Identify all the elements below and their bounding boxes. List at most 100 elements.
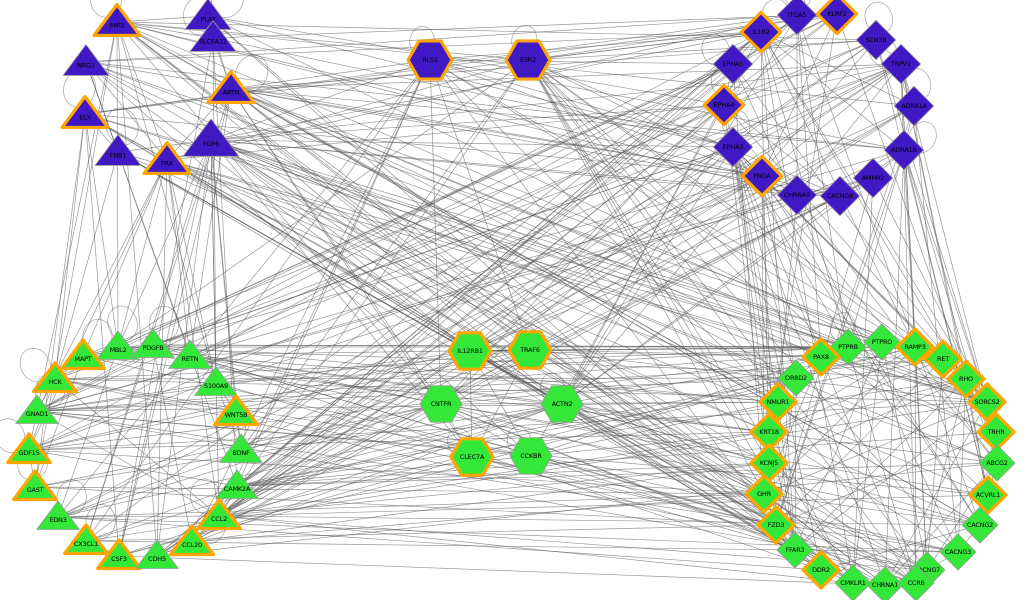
network-node[interactable]: WNT5B — [213, 394, 259, 427]
network-node[interactable]: EPHA4 — [702, 83, 746, 127]
node-shape-diamond[interactable] — [702, 83, 746, 127]
network-node[interactable]: TRPV1 — [880, 43, 922, 85]
network-node[interactable]: ELX — [60, 95, 110, 130]
node-shape-hexagon[interactable] — [509, 437, 553, 475]
network-node[interactable]: CSF3 — [96, 538, 142, 571]
network-node[interactable]: FFAR3 — [776, 531, 814, 569]
node-shape-diamond[interactable] — [895, 327, 935, 367]
node-shape-hexagon[interactable] — [507, 330, 553, 370]
network-node[interactable]: GDF15 — [6, 432, 52, 465]
network-node[interactable]: OR8D2 — [777, 359, 815, 397]
network-node[interactable]: RLS1 — [406, 39, 454, 81]
node-shape-triangle[interactable] — [36, 500, 80, 530]
network-node[interactable]: MBL2 — [96, 330, 140, 360]
node-shape-diamond[interactable] — [961, 506, 999, 544]
network-node[interactable]: AMHR2 — [852, 157, 894, 199]
node-layer[interactable]: MIP2 PLAT SLC6A12 NRG1 ARTN ELX FGF6 FNB1 PRX RLS… — [6, 0, 1016, 600]
node-shape-diamond[interactable] — [855, 19, 897, 61]
node-shape-diamond[interactable] — [744, 474, 784, 514]
network-node[interactable]: CHRNA5 — [776, 174, 818, 216]
network-node[interactable]: CX3CL1 — [63, 523, 109, 556]
node-shape-hexagon[interactable] — [540, 385, 584, 423]
node-shape-diamond[interactable] — [815, 0, 859, 36]
node-shape-triangle[interactable] — [62, 44, 110, 76]
node-shape-diamond[interactable] — [829, 328, 867, 366]
node-shape-diamond[interactable] — [712, 43, 754, 85]
network-node[interactable]: EPHA3 — [712, 126, 754, 168]
network-node[interactable]: CDH5 — [135, 539, 179, 569]
node-shape-triangle[interactable] — [92, 3, 142, 38]
network-node[interactable]: CACNG8 — [819, 175, 861, 217]
node-shape-diamond[interactable] — [739, 10, 783, 54]
node-shape-diamond[interactable] — [852, 157, 894, 199]
node-shape-diamond[interactable] — [776, 531, 814, 569]
node-shape-triangle[interactable] — [206, 70, 256, 105]
network-node[interactable]: GAST — [12, 469, 58, 502]
network-node[interactable]: ADRA1B — [883, 129, 925, 171]
network-node[interactable]: SLC6A12 — [189, 20, 237, 52]
network-node[interactable]: PAX8 — [801, 337, 841, 377]
network-node[interactable]: PTPRB — [829, 328, 867, 366]
network-node[interactable]: HCK — [32, 361, 78, 394]
network-node[interactable]: MIP2 — [92, 3, 142, 38]
network-node[interactable]: PTPRO — [863, 323, 901, 361]
network-node[interactable]: S100A9 — [194, 366, 238, 396]
node-shape-diamond[interactable] — [897, 564, 935, 600]
node-shape-triangle[interactable] — [182, 118, 240, 157]
network-node[interactable]: MAPT — [60, 338, 106, 371]
node-shape-triangle[interactable] — [6, 432, 52, 465]
network-node[interactable]: ABCG2 — [978, 444, 1016, 482]
node-shape-triangle[interactable] — [196, 498, 242, 531]
node-shape-triangle[interactable] — [135, 539, 179, 569]
node-shape-triangle[interactable] — [194, 366, 238, 396]
network-node[interactable]: CACNG2 — [961, 506, 999, 544]
node-shape-diamond[interactable] — [801, 337, 841, 377]
node-shape-diamond[interactable] — [758, 382, 798, 422]
node-shape-diamond[interactable] — [776, 0, 818, 36]
node-shape-diamond[interactable] — [834, 564, 872, 600]
network-node[interactable]: FGF6 — [182, 118, 240, 157]
network-node[interactable]: KLRF2 — [815, 0, 859, 36]
network-node[interactable]: CCR6 — [897, 564, 935, 600]
network-node[interactable]: NMUR1 — [758, 382, 798, 422]
node-shape-diamond[interactable] — [893, 85, 935, 127]
node-shape-triangle[interactable] — [142, 141, 192, 176]
node-shape-triangle[interactable] — [189, 20, 237, 52]
network-node[interactable]: EPHA5 — [712, 43, 754, 85]
node-shape-diamond[interactable] — [801, 550, 841, 590]
node-shape-diamond[interactable] — [946, 359, 986, 399]
network-node[interactable]: ACVRL1 — [968, 475, 1008, 515]
node-shape-hexagon[interactable] — [406, 39, 454, 81]
network-node[interactable]: CCL20 — [169, 524, 215, 557]
network-node[interactable]: CAMK2A — [215, 469, 259, 499]
node-shape-triangle[interactable] — [32, 361, 78, 394]
network-node[interactable]: SCN3B — [855, 19, 897, 61]
node-shape-triangle[interactable] — [96, 330, 140, 360]
node-shape-triangle[interactable] — [15, 394, 59, 424]
node-shape-diamond[interactable] — [819, 175, 861, 217]
network-node[interactable]: RHO — [946, 359, 986, 399]
node-shape-triangle[interactable] — [213, 394, 259, 427]
node-shape-diamond[interactable] — [712, 126, 754, 168]
node-shape-diamond[interactable] — [863, 323, 901, 361]
network-node[interactable]: FNB1 — [94, 134, 142, 166]
node-shape-diamond[interactable] — [776, 174, 818, 216]
node-shape-triangle[interactable] — [215, 469, 259, 499]
node-shape-triangle[interactable] — [96, 538, 142, 571]
network-node[interactable]: CHRNA1 — [866, 566, 904, 600]
node-shape-triangle[interactable] — [169, 524, 215, 557]
network-node[interactable]: IL1R2 — [739, 10, 783, 54]
network-node[interactable]: RETN — [168, 339, 212, 369]
node-shape-triangle[interactable] — [219, 433, 263, 463]
node-shape-diamond[interactable] — [939, 533, 977, 571]
network-node[interactable]: PRX — [142, 141, 192, 176]
network-node[interactable]: NRG1 — [62, 44, 110, 76]
node-shape-triangle[interactable] — [94, 134, 142, 166]
network-node[interactable]: CNTFR — [419, 385, 463, 423]
network-node[interactable]: ITGA5 — [776, 0, 818, 36]
network-node[interactable]: FNGA — [740, 154, 784, 198]
node-shape-diamond[interactable] — [756, 505, 796, 545]
network-node[interactable]: CCL2 — [196, 498, 242, 531]
network-node[interactable]: PDGFB — [131, 328, 175, 358]
